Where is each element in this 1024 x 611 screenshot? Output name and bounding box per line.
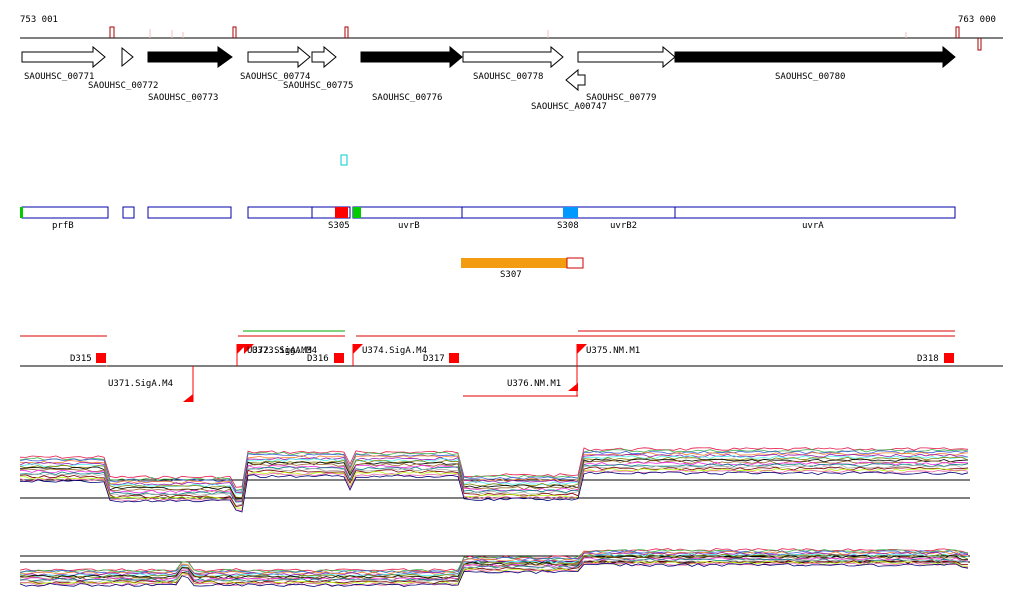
segment-track (20, 330, 1003, 402)
expression-line (19, 464, 969, 507)
expression-line (19, 453, 969, 494)
expression-line (19, 450, 969, 492)
gene-arrow (147, 46, 233, 68)
expression-line (19, 563, 969, 587)
gene-arrow (577, 45, 676, 69)
gene-label: SAOUHSC_00775 (283, 81, 353, 91)
expression-line (19, 456, 969, 499)
segment-label: U372.SigA.M3 (247, 346, 312, 356)
feature-label: S308 (557, 221, 579, 231)
expression-line (19, 551, 969, 575)
expression-line (19, 549, 969, 573)
feature-mark (20, 207, 23, 218)
gene-label: SAOUHSC_00778 (473, 72, 543, 82)
segment-label: D318 (917, 354, 939, 364)
feature-box (674, 206, 956, 219)
segment-label: U375.NM.M1 (586, 346, 640, 356)
expression-line (19, 550, 969, 574)
expression-line (19, 553, 969, 577)
expression-line (19, 447, 969, 488)
axis-start: 753 001 (20, 15, 58, 25)
feature-mark (335, 207, 348, 218)
feature-box (576, 206, 676, 219)
gene-track (21, 45, 956, 92)
expression-line (19, 559, 969, 583)
signal-ticks (109, 26, 982, 51)
feature-mark (353, 207, 361, 218)
feature-label: uvrB (398, 221, 420, 231)
feature-box (21, 206, 109, 219)
gene-arrow (311, 45, 337, 69)
segment-label: U374.SigA.M4 (362, 346, 427, 356)
gene-label: SAOUHSC_00772 (88, 81, 158, 91)
gene-arrow (247, 45, 311, 69)
gene-label: SAOUHSC_A00747 (531, 102, 607, 112)
feature-label: uvrB2 (610, 221, 637, 231)
feature-bar (566, 257, 584, 269)
segment-ends (96, 353, 954, 363)
expression-line (19, 471, 969, 513)
expression-line (19, 555, 968, 579)
expression-line (19, 463, 969, 503)
gene-arrow (674, 45, 956, 69)
reference-lines (20, 479, 970, 563)
segment-label: D316 (307, 354, 329, 364)
expression-line (19, 461, 969, 502)
axis-end: 763 000 (958, 15, 996, 25)
feature-box (122, 206, 135, 219)
segment-stems (106, 344, 578, 402)
expression-line (19, 466, 969, 507)
segment-label: D315 (70, 354, 92, 364)
feature-bar (461, 258, 567, 268)
gene-label: SAOUHSC_00776 (372, 93, 442, 103)
gene-arrow (21, 45, 106, 69)
segment-lines (20, 330, 955, 397)
feature-track (21, 206, 956, 219)
gene-arrow (121, 46, 134, 68)
feature-label: S305 (328, 221, 350, 231)
gene-label: SAOUHSC_00774 (240, 72, 310, 82)
gene-arrow (462, 45, 564, 69)
faint-ticks (149, 29, 907, 38)
expression-line (19, 557, 969, 581)
feature-box (147, 206, 232, 219)
feature-label: prfB (52, 221, 74, 231)
expression-tracks (19, 447, 970, 587)
feature-box (352, 206, 463, 219)
gene-label: SAOUHSC_00771 (24, 72, 94, 82)
gene-arrow (565, 68, 586, 92)
segment-label: U376.NM.M1 (507, 379, 561, 389)
expression-line (19, 469, 969, 511)
feature-box (311, 206, 351, 219)
gene-label: SAOUHSC_00780 (775, 72, 845, 82)
segment-label: D317 (423, 354, 445, 364)
segment-label: U373.SigA.M4 (252, 346, 317, 356)
feature-label: S307 (500, 270, 522, 280)
feature-label: uvrA (802, 221, 824, 231)
segment-label: U371.SigA.M4 (108, 379, 173, 389)
gene-label: SAOUHSC_00779 (586, 93, 656, 103)
feature-box (247, 206, 313, 219)
axis: 753 001 763 000 (20, 15, 1003, 51)
expression-line (19, 468, 969, 509)
feature-mark (563, 207, 578, 218)
feature-box (461, 206, 578, 219)
marker (340, 154, 348, 166)
gene-label: SAOUHSC_00773 (148, 93, 218, 103)
gene-arrow (360, 45, 463, 69)
